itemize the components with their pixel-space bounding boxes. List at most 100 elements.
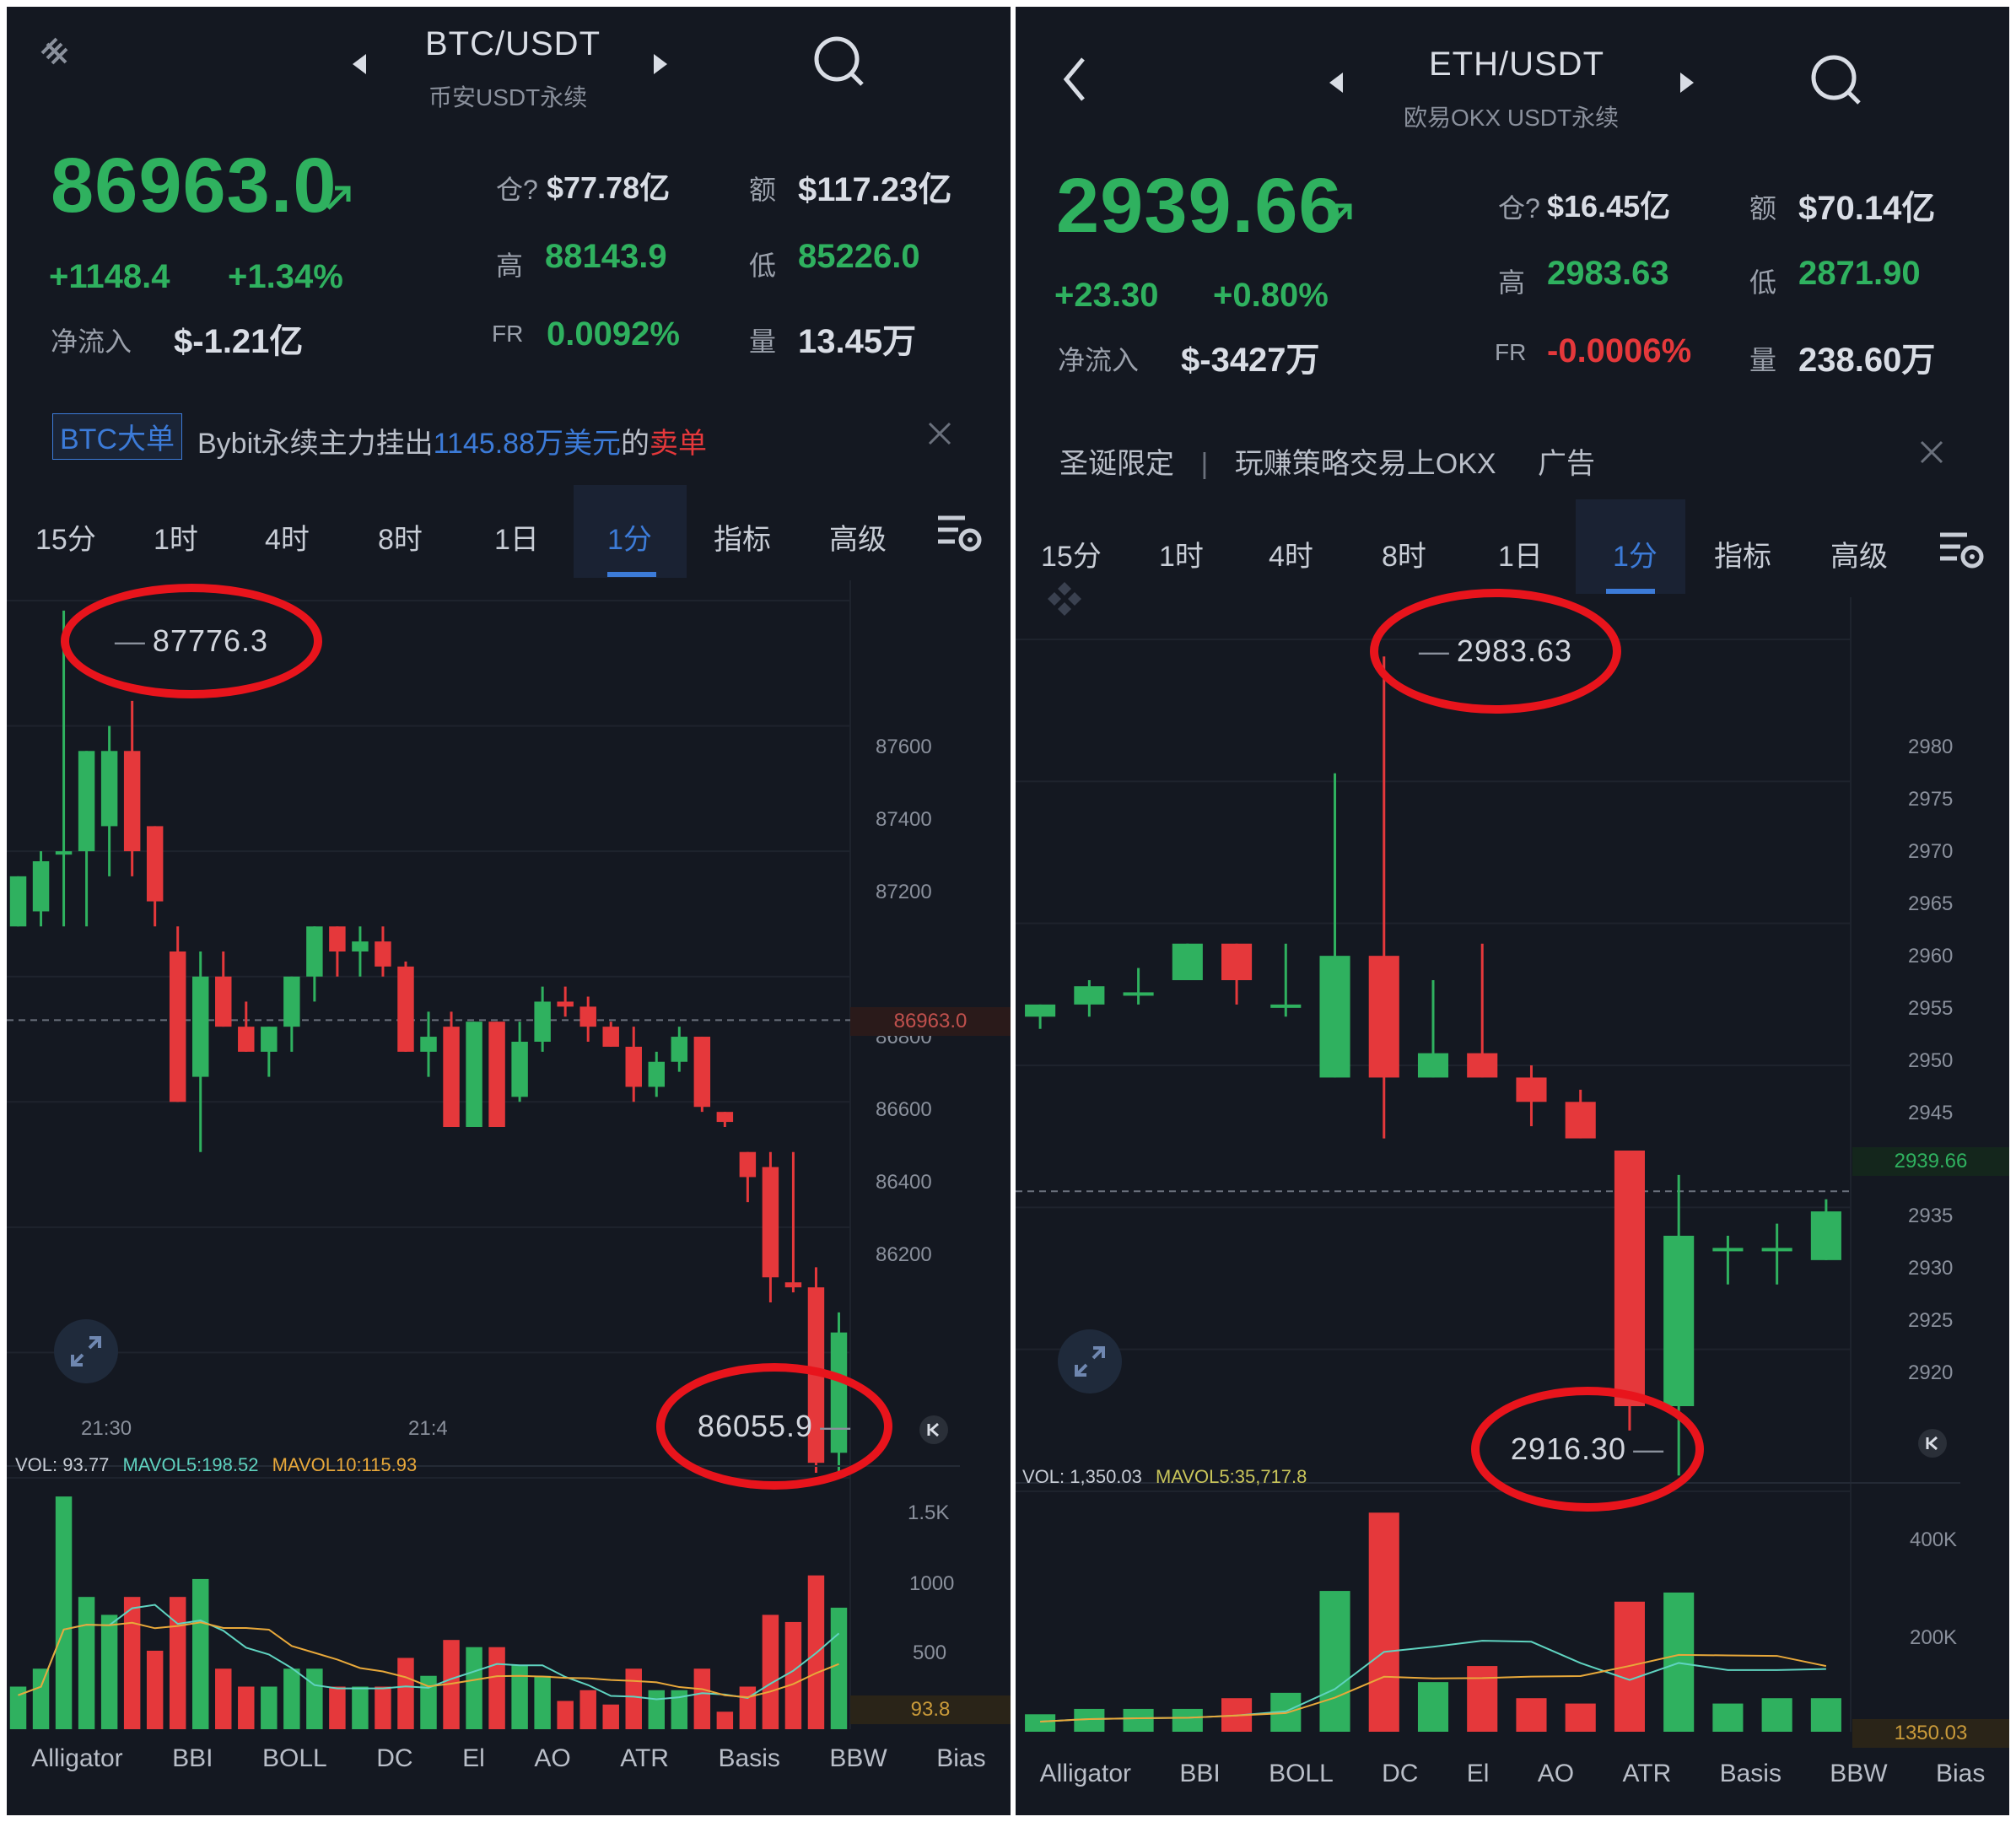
indicator-tab[interactable]: DC: [376, 1744, 413, 1772]
indicator-tab[interactable]: BBI: [1179, 1760, 1221, 1787]
candle-body: [238, 1027, 255, 1052]
volume-bar: [716, 1711, 734, 1729]
tab-advanced[interactable]: 高级: [829, 524, 887, 556]
banner-text[interactable]: Bybit永续主力挂出1145.88万美元的卖单: [197, 428, 707, 460]
indicator-tab[interactable]: DC: [1382, 1760, 1419, 1787]
mavol10-line: [1040, 1653, 1827, 1722]
prev-pair-icon[interactable]: [1329, 73, 1345, 93]
close-icon[interactable]: [1918, 439, 1945, 466]
tab-1h[interactable]: 1时: [154, 524, 198, 556]
search-icon[interactable]: [1807, 51, 1866, 110]
volume-bar: [739, 1686, 757, 1729]
tab-4h[interactable]: 4时: [1269, 541, 1313, 573]
back-icon[interactable]: [1061, 56, 1086, 103]
indicator-tab[interactable]: El: [1466, 1760, 1490, 1787]
volume-bar: [420, 1675, 437, 1729]
y-tick: 87400: [876, 808, 932, 831]
expand-icon[interactable]: [54, 1319, 118, 1383]
tab-1m[interactable]: 1分: [1613, 541, 1658, 573]
current-price-tag: 86963.0: [850, 1007, 1011, 1036]
banner-tag[interactable]: BTC大单: [52, 413, 182, 460]
tab-1m[interactable]: 1分: [607, 524, 652, 556]
candle-body: [602, 1027, 619, 1047]
oi-value: $16.45亿: [1547, 189, 1671, 224]
volume-bar: [443, 1640, 460, 1729]
exchange-name: 币安USDT永续: [429, 84, 588, 111]
indicator-tab[interactable]: BBW: [829, 1744, 887, 1772]
indicator-tab[interactable]: BOLL: [262, 1744, 327, 1772]
indicator-tab[interactable]: BBI: [172, 1744, 213, 1772]
amount-value: $70.14亿: [1798, 190, 1936, 227]
tab-1d[interactable]: 1日: [1498, 541, 1543, 573]
price-up-arrow-icon: [323, 180, 357, 213]
tab-advanced[interactable]: 高级: [1830, 541, 1888, 573]
y-tick: 87600: [876, 736, 932, 758]
tab-8h[interactable]: 8时: [1382, 541, 1426, 573]
candle-body: [716, 1112, 734, 1123]
volume-value: 238.60万: [1798, 342, 1936, 379]
volume-bar: [123, 1597, 141, 1729]
volume-bar: [488, 1647, 505, 1729]
exchange-logo-icon[interactable]: [35, 32, 78, 74]
volume-bar: [1810, 1698, 1841, 1732]
y-tick: 2970: [1908, 840, 1954, 863]
indicator-tab[interactable]: ATR: [620, 1744, 669, 1772]
vol-axis-tick: 1000: [909, 1572, 955, 1595]
fr-label: FR: [1495, 339, 1527, 365]
vol-axis-tick: 500: [913, 1641, 947, 1664]
volume-bar: [1467, 1666, 1498, 1732]
exchange-name: 欧易OKX USDT永续: [1404, 105, 1620, 131]
indicator-tab[interactable]: Bias: [936, 1744, 986, 1772]
fr-value: 0.0092%: [547, 315, 680, 353]
indicator-tab[interactable]: BBW: [1830, 1760, 1888, 1787]
indicator-tab[interactable]: El: [462, 1744, 485, 1772]
scroll-to-latest-icon[interactable]: [1918, 1429, 1947, 1458]
indicator-tab[interactable]: Alligator: [31, 1744, 123, 1772]
indicator-tab[interactable]: AO: [534, 1744, 571, 1772]
tab-4h[interactable]: 4时: [265, 524, 310, 556]
info-icon[interactable]: ?: [1525, 193, 1540, 224]
indicator-tab[interactable]: Basis: [718, 1744, 780, 1772]
tab-15m[interactable]: 15分: [1041, 541, 1102, 573]
next-pair-icon[interactable]: [1679, 73, 1694, 93]
search-icon[interactable]: [810, 32, 869, 91]
volume-bar: [1368, 1512, 1399, 1732]
expand-icon[interactable]: [1058, 1329, 1122, 1393]
indicator-tab[interactable]: Bias: [1935, 1760, 1986, 1787]
next-pair-icon[interactable]: [652, 54, 667, 74]
indicator-tab[interactable]: Basis: [1719, 1760, 1782, 1787]
volume-bar: [1172, 1708, 1203, 1732]
chart-settings-icon[interactable]: [936, 513, 984, 555]
candle-body: [1467, 1053, 1498, 1078]
eth-candlestick-chart[interactable]: [1016, 597, 2009, 1744]
volume-bar: [534, 1675, 551, 1729]
y-tick: 2960: [1908, 945, 1954, 968]
indicator-tabs: Alligator BBI BOLL DC El AO ATR Basis BB…: [7, 1744, 1011, 1773]
net-inflow-label: 净流入: [51, 326, 132, 357]
tab-indicators[interactable]: 指标: [1714, 541, 1771, 573]
tab-15m[interactable]: 15分: [35, 524, 96, 556]
tab-indicators[interactable]: 指标: [714, 524, 771, 556]
volume-bar: [693, 1668, 711, 1729]
y-tick: 2945: [1908, 1102, 1954, 1124]
volume-bar: [261, 1686, 278, 1729]
indicator-tab[interactable]: BOLL: [1269, 1760, 1334, 1787]
indicator-tab[interactable]: ATR: [1622, 1760, 1672, 1787]
tab-1h[interactable]: 1时: [1159, 541, 1204, 573]
close-icon[interactable]: [926, 420, 953, 447]
candle-body: [1614, 1151, 1645, 1406]
scroll-to-latest-icon[interactable]: [919, 1415, 948, 1444]
y-tick: 2955: [1908, 997, 1954, 1020]
indicator-tab[interactable]: AO: [1537, 1760, 1575, 1787]
chart-settings-icon[interactable]: [1938, 530, 1986, 572]
info-icon[interactable]: ?: [523, 175, 538, 205]
volume-bar: [215, 1668, 232, 1729]
y-tick: 87200: [876, 881, 932, 903]
indicator-tab[interactable]: Alligator: [1039, 1760, 1132, 1787]
tab-8h[interactable]: 8时: [378, 524, 423, 556]
volume-bar: [397, 1658, 414, 1729]
prev-pair-icon[interactable]: [353, 54, 368, 74]
tab-1d[interactable]: 1日: [494, 524, 539, 556]
btc-candlestick-chart[interactable]: [7, 580, 1011, 1744]
ad-banner[interactable]: 圣诞限定 | 玩赚策略交易上OKX 广告: [1059, 448, 1596, 480]
